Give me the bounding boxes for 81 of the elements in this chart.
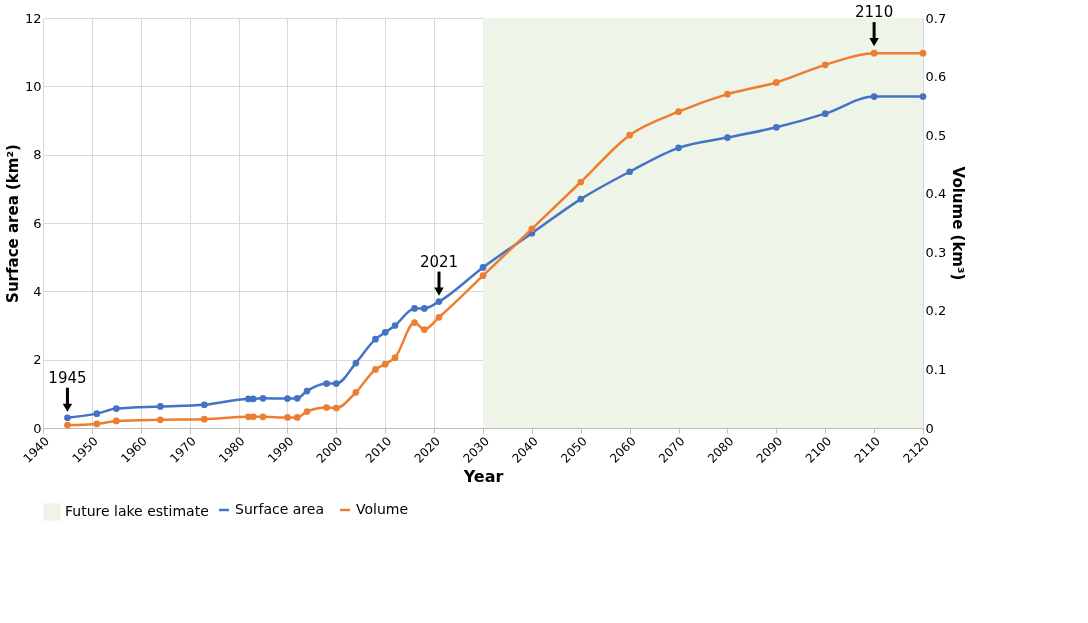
point xyxy=(411,319,418,326)
y2-tick-label: 0.2 xyxy=(925,303,947,319)
y2-tick-label: 0.4 xyxy=(925,186,947,202)
point xyxy=(372,335,379,343)
y-tick-label: 0 xyxy=(33,420,42,436)
point xyxy=(870,93,878,100)
point xyxy=(200,415,208,423)
point xyxy=(112,405,120,412)
point xyxy=(303,387,311,395)
point xyxy=(435,313,443,321)
point xyxy=(249,413,257,421)
point xyxy=(919,93,927,100)
point xyxy=(772,123,780,131)
point xyxy=(64,421,71,429)
point xyxy=(420,326,428,333)
point xyxy=(284,395,291,402)
y2-tick-label: 0.3 xyxy=(925,244,947,260)
point xyxy=(919,49,927,57)
legend-label: Surface area xyxy=(235,501,325,517)
point xyxy=(391,354,399,362)
point xyxy=(372,366,379,373)
point xyxy=(391,322,399,329)
y-tick-label: 12 xyxy=(24,10,42,26)
point xyxy=(156,416,164,424)
y-tick-label: 10 xyxy=(24,78,42,94)
annotation: 1945 xyxy=(48,368,87,387)
y2-tick-label: 0.6 xyxy=(925,69,947,85)
point xyxy=(112,417,120,425)
y-tick-label: 8 xyxy=(33,147,42,163)
point xyxy=(284,414,291,421)
point xyxy=(156,403,164,410)
legend-label: Volume xyxy=(356,501,409,517)
point xyxy=(411,305,418,312)
y-axis-title: Surface area (km²) xyxy=(3,144,22,303)
point xyxy=(259,394,267,402)
point xyxy=(332,404,340,412)
point xyxy=(626,168,634,176)
point xyxy=(577,178,585,186)
point xyxy=(724,90,731,98)
point xyxy=(303,408,311,415)
y-tick-label: 6 xyxy=(33,215,42,231)
point xyxy=(577,195,585,203)
point xyxy=(435,298,443,305)
point xyxy=(675,144,682,152)
point xyxy=(323,380,330,387)
point xyxy=(381,328,389,336)
point xyxy=(724,134,731,141)
point xyxy=(293,394,301,402)
y2-axis-title: Volume (km³) xyxy=(949,166,968,281)
y-tick-label: 4 xyxy=(33,283,42,299)
point xyxy=(93,410,101,417)
point xyxy=(626,131,634,139)
point xyxy=(352,388,360,396)
point xyxy=(93,420,101,428)
point xyxy=(528,225,536,233)
point xyxy=(772,79,780,86)
point xyxy=(64,414,71,422)
annotation: 2110 xyxy=(855,3,894,22)
y2-tick-label: 0.1 xyxy=(925,361,947,377)
y2-tick-label: 0.5 xyxy=(925,127,947,143)
point xyxy=(675,108,682,116)
point xyxy=(249,395,257,403)
y2-tick-label: 0.7 xyxy=(925,10,947,26)
point xyxy=(259,413,267,421)
point xyxy=(352,359,360,367)
point xyxy=(323,404,330,411)
legend-label: Future lake estimate xyxy=(65,503,209,519)
point xyxy=(200,401,208,409)
point xyxy=(479,272,487,280)
y2-tick-label: 0 xyxy=(925,420,934,436)
annotation: 2021 xyxy=(419,252,459,271)
point xyxy=(293,414,301,421)
point xyxy=(420,305,428,312)
point xyxy=(381,360,389,368)
point xyxy=(479,264,487,271)
point xyxy=(870,49,878,57)
x-axis-title: Year xyxy=(462,466,504,486)
point xyxy=(821,110,829,118)
point xyxy=(821,61,829,69)
point xyxy=(332,380,340,387)
y-tick-label: 2 xyxy=(33,352,42,368)
